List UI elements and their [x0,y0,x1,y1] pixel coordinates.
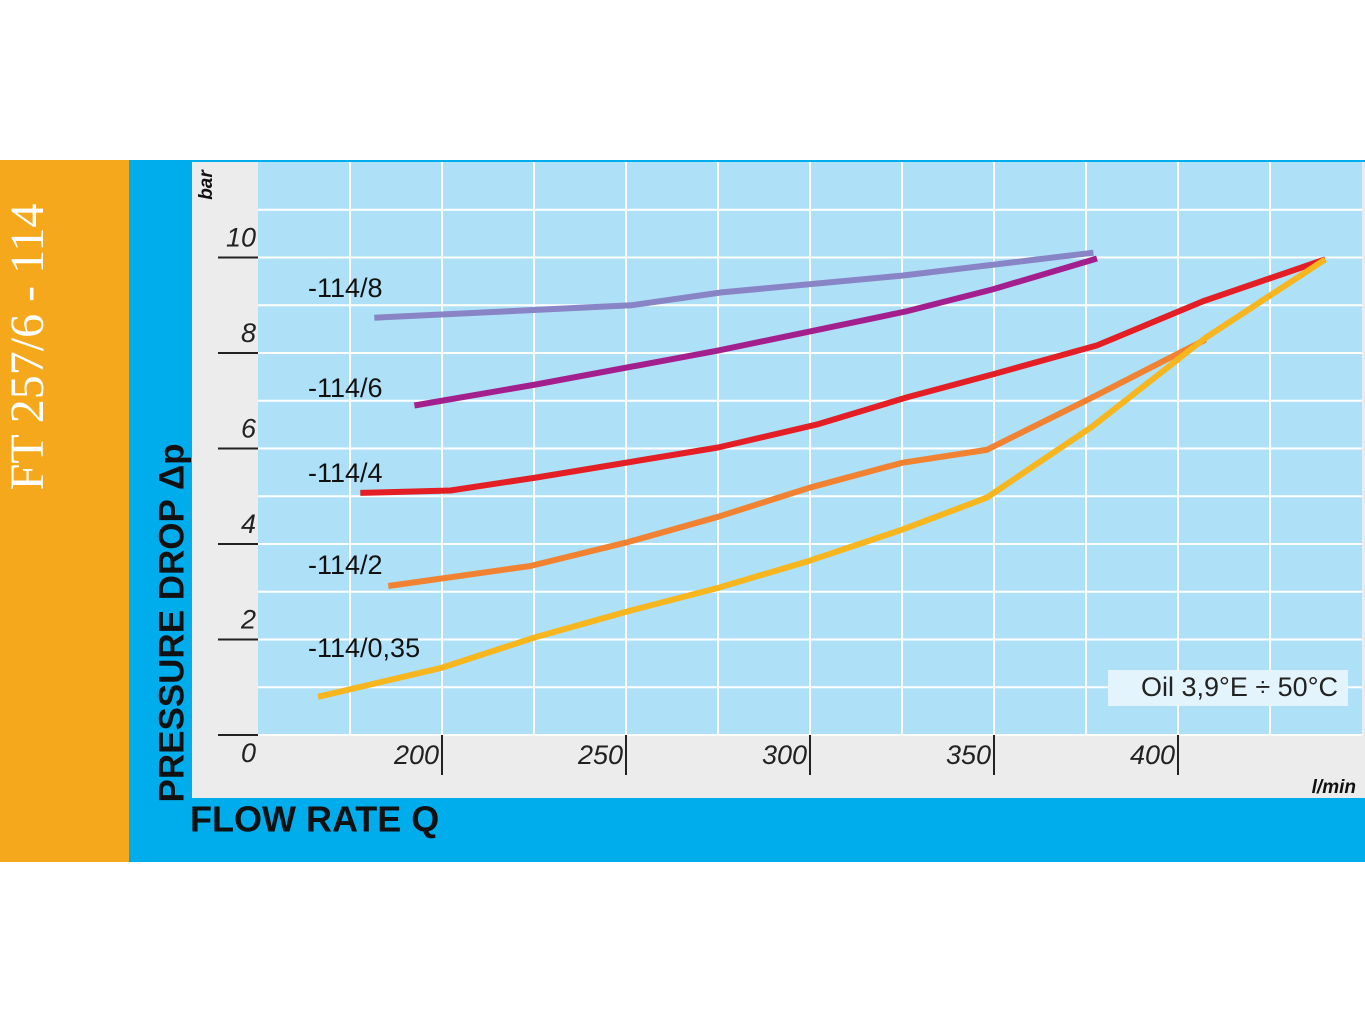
series-line [374,249,1094,321]
y-tick-label: 6 [241,414,257,444]
series-label: -114/4 [308,458,383,488]
y-tick-label: 2 [240,605,256,635]
annotation-box [1108,670,1348,706]
plot: 0 2 4 6 8 10 200 250 300 350 400 -114/8 -114/6 -114/4… [218,162,1362,775]
x-tick-label: 300 [762,740,807,770]
series-line [360,256,1327,496]
y-unit: bar [196,169,217,200]
y-tick-label: 4 [241,509,256,539]
x-tick-label: 400 [1130,740,1175,770]
x-tick-label: 250 [577,740,623,770]
series-label: -114/8 [308,273,383,303]
series-line [387,336,1207,589]
series-label: -114/0,35 [308,633,420,663]
x-unit: l/min [1312,777,1356,798]
x-axis-label: FLOW RATE Q [190,799,439,840]
y-tick-label: 0 [241,738,256,768]
annotation: Oil 3,9°E ÷ 50°C [1141,672,1338,702]
y-axis-label: PRESSURE DROP Δp [152,443,191,802]
x-tick-label: 200 [393,740,439,770]
series-line [413,255,1098,409]
x-tick-label: 350 [946,740,991,770]
side-panel [0,160,129,862]
series-line [317,256,1327,700]
series-label: -114/6 [308,373,383,403]
y-tick-label: 8 [241,318,256,348]
series-label: -114/2 [308,550,383,580]
side-title: FT 257/6 - 114 [1,204,54,491]
y-tick-label: 10 [226,223,256,253]
